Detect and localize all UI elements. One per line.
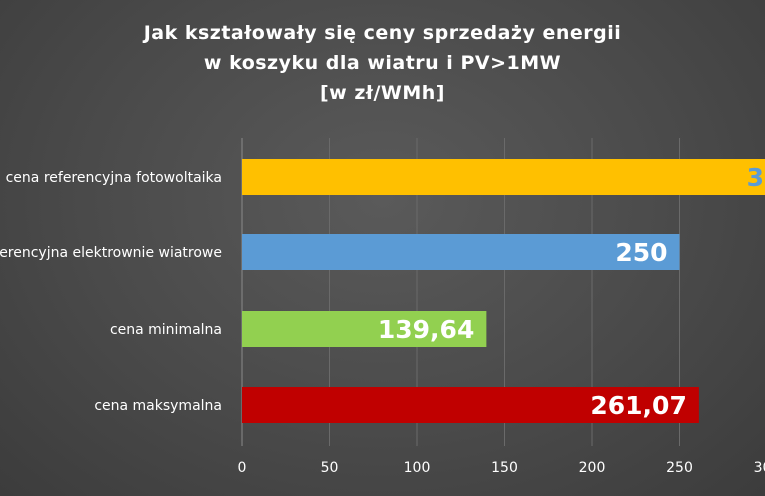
data-label-1: 325 (747, 163, 765, 192)
data-label-4: 261,07 (590, 391, 686, 420)
bar-4 (242, 387, 699, 423)
x-tick-label-300: 300 (754, 460, 765, 476)
x-tick-label-50: 50 (321, 460, 339, 476)
x-tick-label-0: 0 (238, 460, 247, 476)
labels: 0 50 100 150 200 250 300 325 cena referencyjna f… (0, 163, 765, 476)
chart-title: Jak kształowały się ceny sprzedaży energ… (0, 18, 765, 108)
category-label-3: cena minimalna (110, 322, 222, 338)
chart-title-line-2: w koszyku dla wiatru i PV>1MW (203, 52, 562, 74)
bar-1 (242, 159, 765, 195)
data-label-2: 250 (615, 238, 667, 267)
x-tick-label-200: 200 (579, 460, 606, 476)
bar-3 (242, 311, 487, 347)
bars (242, 159, 765, 423)
x-tick-label-150: 150 (491, 460, 518, 476)
category-label-4: cena maksymalna (94, 398, 222, 414)
data-label-3: 139,64 (378, 315, 474, 344)
x-tick-label-100: 100 (404, 460, 431, 476)
category-label-1: cena referencyjna fotowoltaika (6, 170, 222, 186)
bar-2 (242, 234, 680, 270)
chart-title-line-1: Jak kształowały się ceny sprzedaży energ… (143, 22, 622, 44)
x-tick-label-250: 250 (666, 460, 693, 476)
category-label-2: cena referencyjna elektrownie wiatrowe (0, 245, 222, 261)
chart-title-line-3: [w zł/WMh] (320, 82, 445, 104)
